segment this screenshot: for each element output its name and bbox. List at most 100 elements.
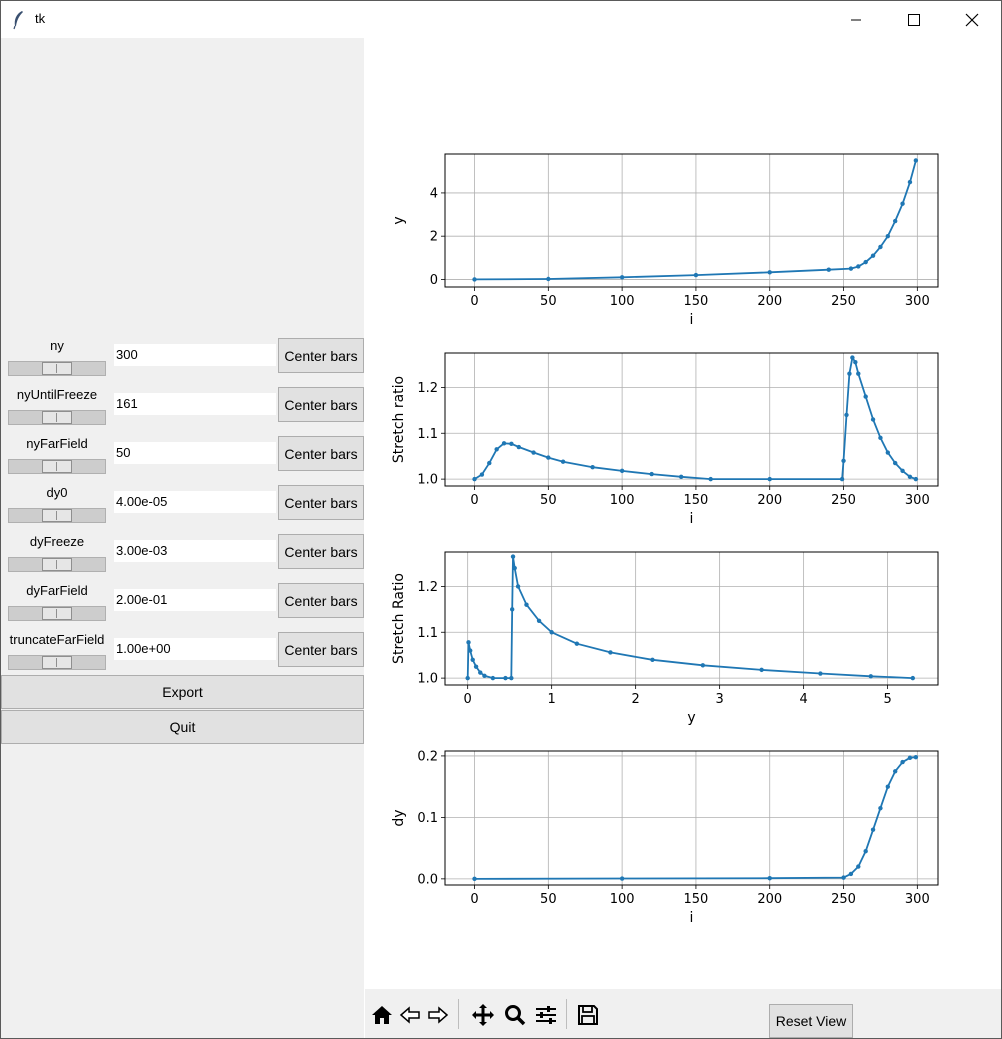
center-bars-button[interactable]: Center bars (278, 387, 364, 422)
value-entry[interactable]: 161 (114, 393, 276, 415)
data-point (503, 675, 508, 681)
value-entry[interactable]: 1.00e+00 (114, 638, 276, 660)
data-point (478, 670, 483, 675)
home-button[interactable] (368, 1001, 396, 1029)
x-axis-label: i (690, 511, 694, 527)
export-button[interactable]: Export (1, 675, 364, 709)
value-entry[interactable]: 3.00e-03 (114, 540, 276, 562)
x-tick-label: 0 (464, 692, 472, 707)
zoom-button[interactable] (501, 1001, 529, 1029)
series-line (466, 556, 913, 679)
data-point (466, 640, 471, 645)
forward-button[interactable] (424, 1001, 452, 1029)
value-entry[interactable]: 2.00e-01 (114, 589, 276, 611)
slider[interactable] (8, 606, 106, 621)
y-tick-label: 1.1 (417, 626, 438, 641)
slider[interactable] (8, 410, 106, 425)
data-point (512, 565, 517, 571)
center-bars-button[interactable]: Center bars (278, 583, 364, 618)
slider[interactable] (8, 655, 106, 670)
data-point (818, 671, 823, 676)
x-tick-label: 100 (610, 892, 635, 907)
axes-frame (444, 153, 939, 288)
data-point (900, 468, 905, 474)
figure-canvas[interactable]: 0 50 100 150 200 250 300 0 2 4 i y 0 50 100 150 200 250 30… (365, 38, 1001, 989)
data-point (546, 276, 551, 282)
data-point (590, 464, 595, 470)
y-axis-label: Stretch ratio (391, 376, 407, 463)
control-label: nyFarField (26, 436, 88, 451)
data-point (524, 602, 529, 607)
slider-thumb[interactable] (42, 362, 72, 375)
slider-thumb[interactable] (42, 656, 72, 669)
maximize-button[interactable] (885, 1, 943, 38)
x-tick-label: 0 (470, 493, 478, 508)
center-bars-button[interactable]: Center bars (278, 485, 364, 520)
data-point (870, 417, 876, 422)
reset-view-button[interactable]: Reset View (769, 1004, 853, 1038)
control-label: dyFarField (26, 583, 88, 598)
data-point (509, 607, 515, 612)
save-icon (578, 1005, 598, 1025)
data-point (863, 259, 868, 265)
close-button[interactable] (943, 1, 1001, 38)
data-point (856, 371, 861, 376)
data-point (850, 355, 855, 360)
slider[interactable] (8, 459, 106, 474)
x-tick-label: 300 (905, 493, 930, 508)
data-point (885, 784, 891, 789)
configure-subplots-button[interactable] (532, 1001, 560, 1029)
home-icon (372, 1006, 392, 1024)
slider-thumb[interactable] (42, 509, 72, 522)
quit-button[interactable]: Quit (1, 710, 364, 744)
data-point (700, 663, 706, 668)
y-tick-label: 1.0 (417, 672, 438, 687)
save-button[interactable] (574, 1001, 602, 1029)
x-tick-label: 250 (831, 892, 856, 907)
data-point (839, 476, 845, 482)
x-tick-label: 0 (470, 892, 478, 907)
value-entry[interactable]: 50 (114, 442, 276, 464)
close-icon (965, 13, 979, 26)
axes-frame (444, 352, 939, 487)
pan-icon (472, 1004, 494, 1026)
data-point (907, 755, 913, 760)
data-point (472, 277, 477, 282)
x-tick-label: 1 (548, 692, 556, 707)
center-bars-button[interactable]: Center bars (278, 534, 364, 569)
slider-thumb[interactable] (42, 558, 72, 571)
data-point (515, 584, 521, 589)
x-tick-label: 3 (715, 692, 723, 707)
pan-button[interactable] (469, 1001, 497, 1029)
slider[interactable] (8, 557, 106, 572)
center-bars-button[interactable]: Center bars (278, 338, 364, 373)
slider-thumb[interactable] (42, 460, 72, 473)
data-point (472, 876, 477, 882)
minimize-button[interactable] (827, 1, 885, 38)
data-point (900, 201, 905, 206)
x-tick-label: 200 (757, 294, 782, 309)
center-bars-button[interactable]: Center bars (278, 632, 364, 667)
center-bars-button[interactable]: Center bars (278, 436, 364, 471)
x-tick-label: 250 (831, 294, 856, 309)
value-entry[interactable]: 4.00e-05 (114, 491, 276, 513)
y-tick-label: 2 (430, 230, 438, 245)
data-point (619, 275, 625, 280)
back-button[interactable] (396, 1001, 424, 1029)
value-entry[interactable]: 300 (114, 344, 276, 366)
forward-icon (428, 1006, 449, 1024)
x-tick-label: 150 (684, 493, 709, 508)
data-point (467, 648, 473, 653)
data-point (910, 675, 916, 681)
slider-thumb[interactable] (42, 411, 72, 424)
slider[interactable] (8, 508, 106, 523)
data-point (913, 158, 919, 163)
configure-icon (536, 1006, 556, 1024)
slider-thumb[interactable] (42, 607, 72, 620)
data-point (473, 664, 479, 669)
data-point (878, 244, 883, 250)
x-axis-label: y (687, 710, 695, 726)
x-tick-label: 2 (632, 692, 640, 707)
slider[interactable] (8, 361, 106, 376)
